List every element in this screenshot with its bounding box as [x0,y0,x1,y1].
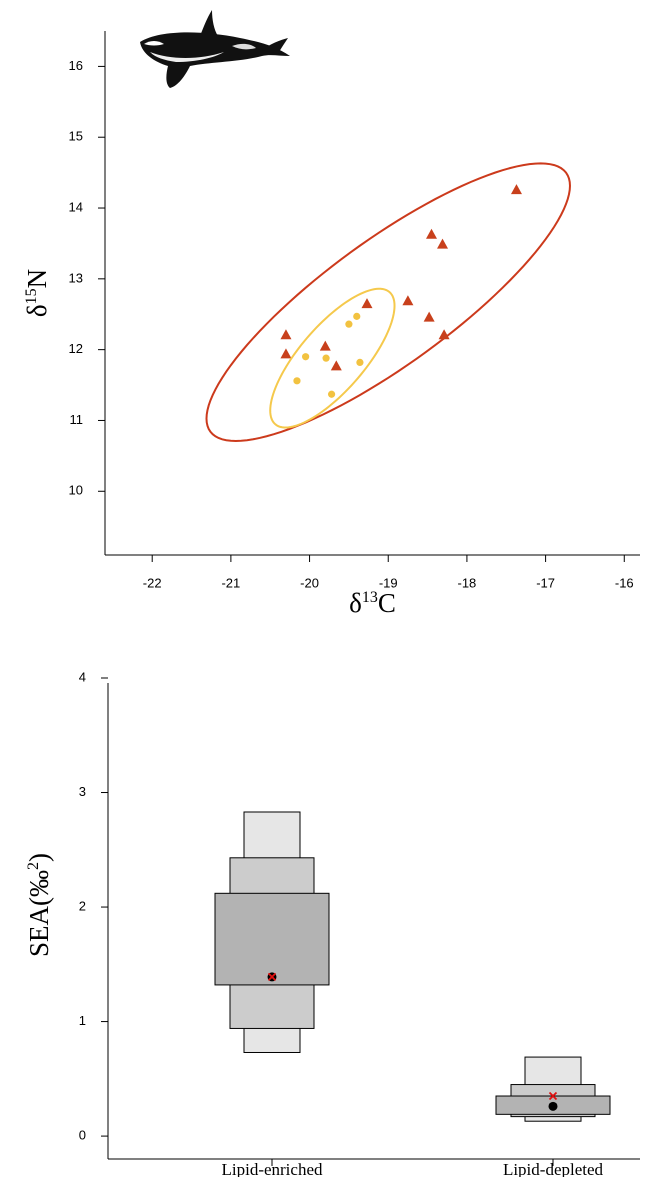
point [510,184,522,195]
y-tick-label: 2 [79,898,86,913]
label-part: N [22,269,52,289]
point [330,360,342,371]
y-tick-label: 11 [70,412,84,427]
mean-cross [548,1091,558,1101]
label-part: δ [349,588,362,618]
x-tick-label: -17 [536,575,555,590]
point [423,311,435,322]
y-tick-label: 1 [79,1013,86,1028]
y-tick-label: 14 [69,199,83,214]
mean-cross [267,972,277,982]
y-tick-label: 13 [69,270,83,285]
point [327,390,336,398]
credible-interval-box [214,892,330,986]
label-part: ) [24,853,54,862]
y-tick-label: 3 [79,784,86,799]
x-tick-label: Lipid-depleted [503,1160,604,1177]
y-axis-label: δ15N [22,269,52,317]
x-tick-label: -22 [143,575,162,590]
x-tick-label: -21 [221,575,240,590]
x-tick-label: -16 [615,575,634,590]
superscript: 13 [362,589,378,606]
point [280,348,292,359]
label-part: SEA(‰ [24,870,54,957]
point [356,358,364,366]
ellipse [269,287,396,429]
point [293,377,301,385]
x-axis-label: δ13C [349,588,396,618]
label-part: C [378,588,396,618]
point [402,295,414,306]
point [437,238,449,249]
point [353,312,361,320]
label-part: δ [22,304,52,317]
y-tick-label: 10 [69,483,83,498]
y-tick-label: 16 [69,58,83,73]
point [302,353,310,361]
point [322,354,330,362]
x-tick-label: -19 [379,575,398,590]
superscript: 2 [25,862,42,870]
ellipse [205,162,571,442]
x-tick-label: Lipid-enriched [221,1160,323,1177]
point [426,228,438,239]
y-axis-label: SEA(‰2) [24,853,54,957]
y-tick-label: 0 [79,1128,86,1143]
point [361,298,373,309]
point [345,320,353,328]
mode-point [548,1101,558,1111]
x-tick-label: -20 [300,575,319,590]
point [438,329,450,340]
orca-icon [140,10,290,88]
point [280,329,292,340]
y-tick-label: 12 [69,341,83,356]
x-tick-label: -18 [458,575,477,590]
superscript: 15 [23,288,40,304]
point [319,340,331,351]
y-tick-label: 4 [79,669,86,684]
y-tick-label: 15 [69,129,83,144]
